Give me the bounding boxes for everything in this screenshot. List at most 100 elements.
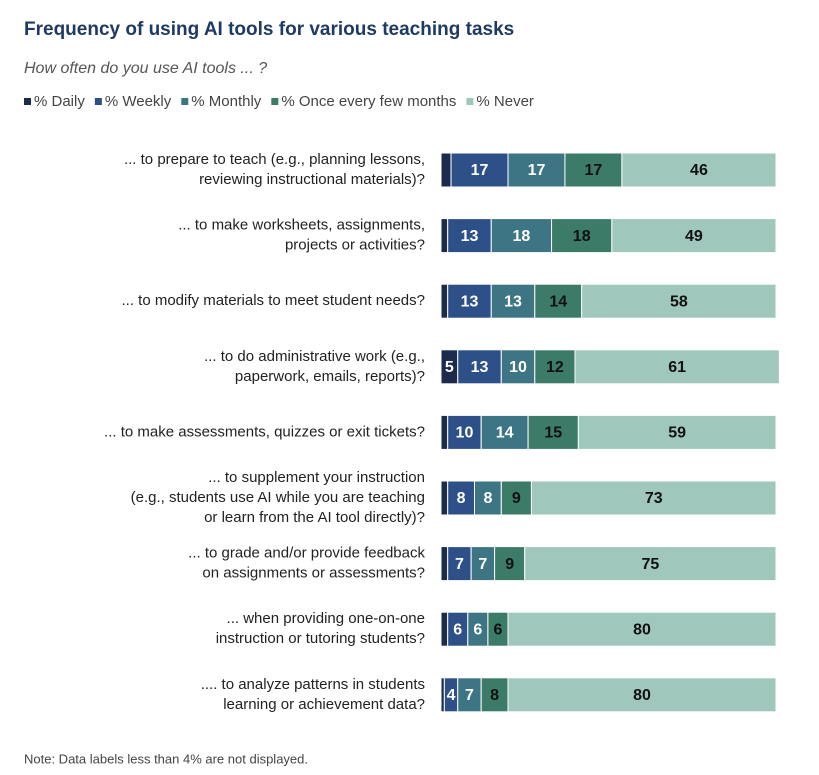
value-label: 6 [453,621,462,638]
bar-segment [474,480,502,516]
chart-title: Frequency of using AI tools for various … [24,19,514,40]
bar-segment [440,414,449,450]
bar-segment [577,414,777,450]
value-label: 8 [490,687,499,704]
bar-segment [480,677,509,713]
bar-segment [524,546,777,582]
value-label: 6 [493,621,502,638]
bar-segment [500,349,536,385]
category-line: paperwork, emails, reports)? [235,368,425,385]
value-label: 14 [496,425,514,442]
category-line: ... to supplement your instruction [208,469,425,486]
bar-segment [440,546,449,582]
value-label: 13 [471,359,489,376]
bar-segment [564,152,623,188]
category-line: instruction or tutoring students? [216,630,425,647]
legend-label: % Weekly [105,93,172,110]
value-label: 61 [668,359,686,376]
category-line: ... to modify materials to meet student … [122,292,426,309]
category-line: ... to prepare to teach (e.g., planning … [124,151,425,168]
bar-segment [457,349,502,385]
category-line: or learn from the AI tool directly)? [204,509,425,526]
bar-segment [490,218,553,254]
value-label: 9 [505,556,514,573]
bar-segment [440,218,449,254]
legend-swatch [24,98,31,105]
bar-segment [581,283,777,319]
legend-label: % Monthly [191,93,262,110]
bar-segment [621,152,777,188]
note: Note: Data labels less than 4% are not d… [24,751,308,766]
category-line: projects or activities? [285,237,425,254]
bar-segment [507,152,566,188]
bar-segment [447,414,482,450]
bar-segment [530,480,777,516]
category-label: ... to supplement your instruction (e.g.,… [131,469,425,526]
bar-segment [507,677,777,713]
bar-segment [490,283,536,319]
bar-segment [611,218,777,254]
value-label: 12 [546,359,564,376]
value-label: 14 [549,293,567,310]
category-label: ... to prepare to teach (e.g., planning … [124,151,425,188]
value-label: 58 [670,293,688,310]
bar-segment [440,283,449,319]
bar-segment [500,480,532,516]
value-label: 17 [471,162,489,179]
bar-segment [480,414,529,450]
bar-segment [450,152,509,188]
value-label: 73 [645,490,663,507]
value-label: 10 [456,425,474,442]
bar-segment [447,218,492,254]
category-line: (e.g., students use AI while you are tea… [131,489,425,506]
legend-swatch [271,98,279,105]
value-label: 18 [573,228,591,245]
legend-label: % Once every few months [281,93,456,110]
value-label: 13 [461,228,479,245]
bar-segment [494,546,526,582]
value-label: 5 [445,359,454,376]
bar-segment [447,283,492,319]
bar-segment [440,611,449,647]
value-label: 7 [465,687,474,704]
category-line: ... to grade and/or provide feedback [188,545,425,562]
bar-segment [527,414,579,450]
value-label: 8 [457,490,466,507]
category-label: ... to grade and/or provide feedback on a… [188,545,425,582]
category-line: on assignments or assessments? [202,565,425,582]
bar-segment [534,349,576,385]
value-label: 13 [461,293,479,310]
value-label: 49 [685,228,703,245]
value-label: 59 [668,425,686,442]
category-line: ... to make worksheets, assignments, [178,217,425,234]
value-label: 17 [585,162,603,179]
category-line: ... to make assessments, quizzes or exit… [104,423,425,440]
value-label: 10 [509,359,527,376]
value-label: 8 [483,490,492,507]
bar-segment [447,480,476,516]
value-label: 17 [528,162,546,179]
category-label: ... to modify materials to meet student … [122,292,426,309]
value-label: 6 [473,621,482,638]
category-line: learning or achievement data? [223,696,425,713]
category-line: .... to analyze patterns in students [201,676,425,693]
value-label: 46 [690,162,708,179]
value-label: 75 [641,556,659,573]
category-line: ... when providing one-on-one [227,610,425,627]
value-label: 4 [447,687,456,704]
bar-segment [574,349,780,385]
category-line: reviewing instructional materials)? [199,171,425,188]
legend-swatch [94,98,102,105]
value-label: 13 [504,293,522,310]
bar-segment [440,677,445,713]
bar-segment [440,480,449,516]
chart-subtitle: How often do you use AI tools ... ? [24,60,267,77]
bar-segment [551,218,613,254]
value-label: 15 [544,425,562,442]
value-label: 9 [512,490,521,507]
category-label: ... to do administrative work (e.g., pape… [204,348,425,385]
value-label: 80 [633,687,651,704]
category-label: .... to analyze patterns in students lear… [201,676,425,713]
legend-label: % Never [476,93,534,110]
